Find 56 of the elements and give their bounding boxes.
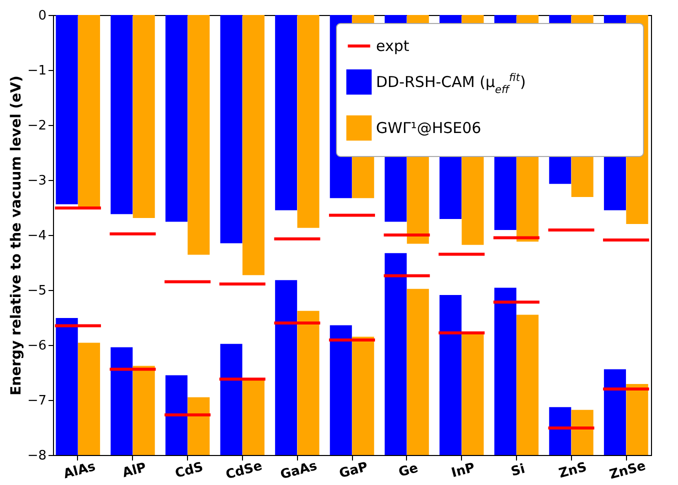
y-tick-label: −7 (27, 394, 46, 408)
bar (78, 15, 100, 207)
bar (110, 347, 133, 455)
bar (494, 288, 516, 455)
bar (297, 310, 320, 455)
bar (352, 336, 374, 455)
x-tick-label: GaP (338, 460, 370, 482)
bar (132, 366, 155, 455)
bar (56, 318, 78, 455)
bar (132, 15, 155, 218)
bar (549, 407, 572, 455)
x-tick-label: GaAs (278, 458, 320, 483)
bar (220, 15, 242, 244)
bar (165, 375, 188, 455)
x-tick-label: InP (450, 460, 477, 482)
bar (330, 325, 352, 455)
y-tick-label: −4 (27, 228, 46, 244)
bar (406, 288, 429, 455)
y-tick-label: 0 (38, 8, 46, 24)
bar (275, 280, 298, 455)
x-tick-label: AlAs (62, 459, 98, 482)
bar (220, 344, 242, 455)
bar (626, 384, 648, 455)
bar (462, 332, 484, 455)
bar (516, 314, 539, 455)
y-tick-label: −8 (27, 448, 46, 464)
y-axis-title: Energy relative to the vacuum level (eV) (8, 76, 24, 396)
bar (604, 369, 626, 455)
bar (440, 294, 462, 455)
x-tick-label: ZnS (557, 460, 588, 482)
bar (242, 379, 264, 455)
legend-label: expt (376, 37, 410, 55)
x-tick-label: CdS (174, 460, 205, 482)
y-tick-label: −1 (27, 64, 46, 78)
bar (165, 15, 188, 222)
x-tick-label: AlP (120, 460, 148, 482)
bar (188, 397, 210, 455)
bar (188, 15, 210, 255)
y-tick-label: −3 (27, 174, 46, 188)
bar (571, 410, 594, 455)
y-tick-label: −5 (27, 284, 46, 298)
x-tick-label: Ge (397, 460, 420, 481)
bar (384, 253, 407, 455)
x-tick-label: CdSe (224, 458, 264, 483)
bar (275, 15, 298, 210)
y-tick-label: −2 (27, 118, 46, 134)
x-tick-label: Si (510, 462, 527, 480)
legend-label: GWΓ¹@HSE06 (376, 119, 482, 137)
bar (56, 15, 78, 204)
bar (297, 15, 320, 228)
legend-label: DD-RSH-CAM (μ$_{eff}$$^{fit}$) (376, 72, 526, 96)
bar (78, 342, 100, 455)
x-tick-label: ZnSe (608, 458, 648, 483)
bar (110, 15, 133, 214)
y-tick-label: −6 (27, 338, 46, 354)
bar (242, 15, 264, 276)
